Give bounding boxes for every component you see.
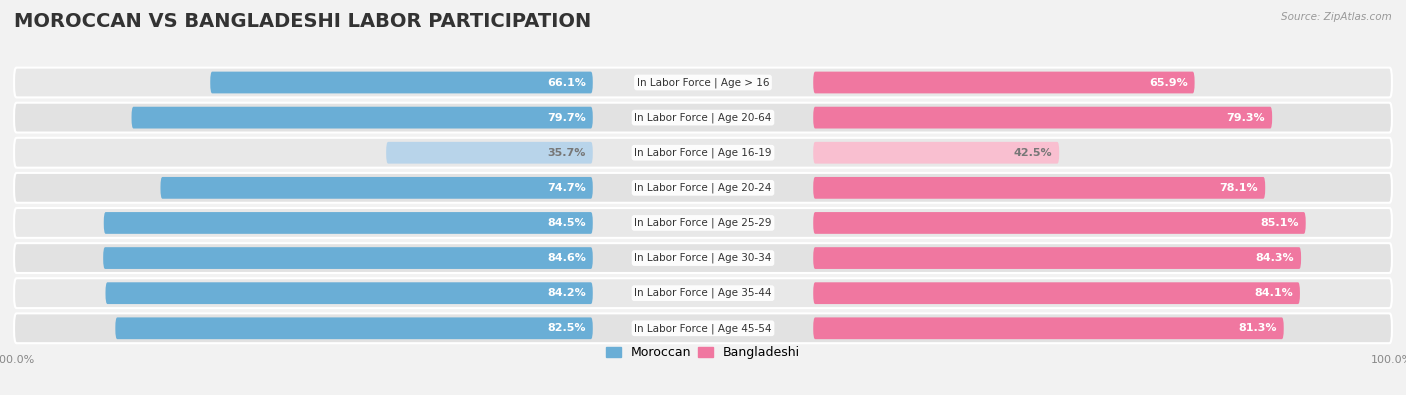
Text: In Labor Force | Age 45-54: In Labor Force | Age 45-54: [634, 323, 772, 333]
FancyBboxPatch shape: [813, 212, 1306, 234]
Text: MOROCCAN VS BANGLADESHI LABOR PARTICIPATION: MOROCCAN VS BANGLADESHI LABOR PARTICIPAT…: [14, 12, 592, 31]
Legend: Moroccan, Bangladeshi: Moroccan, Bangladeshi: [600, 341, 806, 364]
Text: Source: ZipAtlas.com: Source: ZipAtlas.com: [1281, 12, 1392, 22]
Text: 78.1%: 78.1%: [1219, 183, 1258, 193]
FancyBboxPatch shape: [115, 318, 593, 339]
FancyBboxPatch shape: [813, 107, 1272, 128]
FancyBboxPatch shape: [813, 318, 1284, 339]
FancyBboxPatch shape: [387, 142, 593, 164]
FancyBboxPatch shape: [14, 138, 1392, 167]
FancyBboxPatch shape: [14, 278, 1392, 308]
Text: In Labor Force | Age 20-24: In Labor Force | Age 20-24: [634, 182, 772, 193]
FancyBboxPatch shape: [813, 142, 1059, 164]
FancyBboxPatch shape: [813, 282, 1301, 304]
FancyBboxPatch shape: [14, 68, 1392, 98]
Text: In Labor Force | Age 16-19: In Labor Force | Age 16-19: [634, 147, 772, 158]
FancyBboxPatch shape: [132, 107, 593, 128]
FancyBboxPatch shape: [813, 71, 1195, 93]
Text: In Labor Force | Age > 16: In Labor Force | Age > 16: [637, 77, 769, 88]
Text: In Labor Force | Age 35-44: In Labor Force | Age 35-44: [634, 288, 772, 299]
FancyBboxPatch shape: [14, 243, 1392, 273]
Text: 84.1%: 84.1%: [1254, 288, 1294, 298]
Text: 84.5%: 84.5%: [547, 218, 586, 228]
Text: 42.5%: 42.5%: [1014, 148, 1052, 158]
Text: 85.1%: 85.1%: [1260, 218, 1299, 228]
Text: In Labor Force | Age 25-29: In Labor Force | Age 25-29: [634, 218, 772, 228]
Text: 74.7%: 74.7%: [547, 183, 586, 193]
Text: 35.7%: 35.7%: [547, 148, 586, 158]
FancyBboxPatch shape: [160, 177, 593, 199]
Text: In Labor Force | Age 30-34: In Labor Force | Age 30-34: [634, 253, 772, 263]
Text: In Labor Force | Age 20-64: In Labor Force | Age 20-64: [634, 112, 772, 123]
FancyBboxPatch shape: [14, 313, 1392, 343]
Text: 66.1%: 66.1%: [547, 77, 586, 88]
Text: 65.9%: 65.9%: [1149, 77, 1188, 88]
FancyBboxPatch shape: [104, 212, 593, 234]
Text: 84.2%: 84.2%: [547, 288, 586, 298]
Text: 84.6%: 84.6%: [547, 253, 586, 263]
FancyBboxPatch shape: [813, 247, 1301, 269]
FancyBboxPatch shape: [105, 282, 593, 304]
FancyBboxPatch shape: [14, 103, 1392, 133]
FancyBboxPatch shape: [103, 247, 593, 269]
FancyBboxPatch shape: [813, 177, 1265, 199]
FancyBboxPatch shape: [211, 71, 593, 93]
Text: 81.3%: 81.3%: [1239, 323, 1277, 333]
FancyBboxPatch shape: [14, 173, 1392, 203]
FancyBboxPatch shape: [14, 208, 1392, 238]
Text: 79.3%: 79.3%: [1226, 113, 1265, 122]
Text: 84.3%: 84.3%: [1256, 253, 1294, 263]
Text: 79.7%: 79.7%: [547, 113, 586, 122]
Text: 82.5%: 82.5%: [547, 323, 586, 333]
